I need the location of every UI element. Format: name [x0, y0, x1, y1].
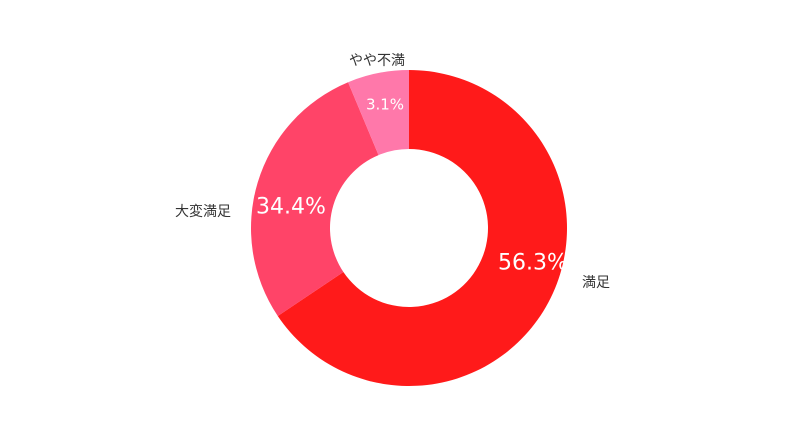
- data-label-2: 3.1%: [366, 95, 404, 113]
- slice-0: [277, 70, 567, 387]
- category-label-1: 大変満足: [175, 203, 231, 220]
- category-label-0: 満足: [582, 275, 610, 291]
- slice-1: [250, 82, 379, 316]
- category-label-2: やや不満: [349, 53, 405, 69]
- data-label-0: 56.3%: [498, 251, 568, 276]
- data-label-1: 34.4%: [256, 195, 326, 220]
- slice-2: [348, 70, 409, 156]
